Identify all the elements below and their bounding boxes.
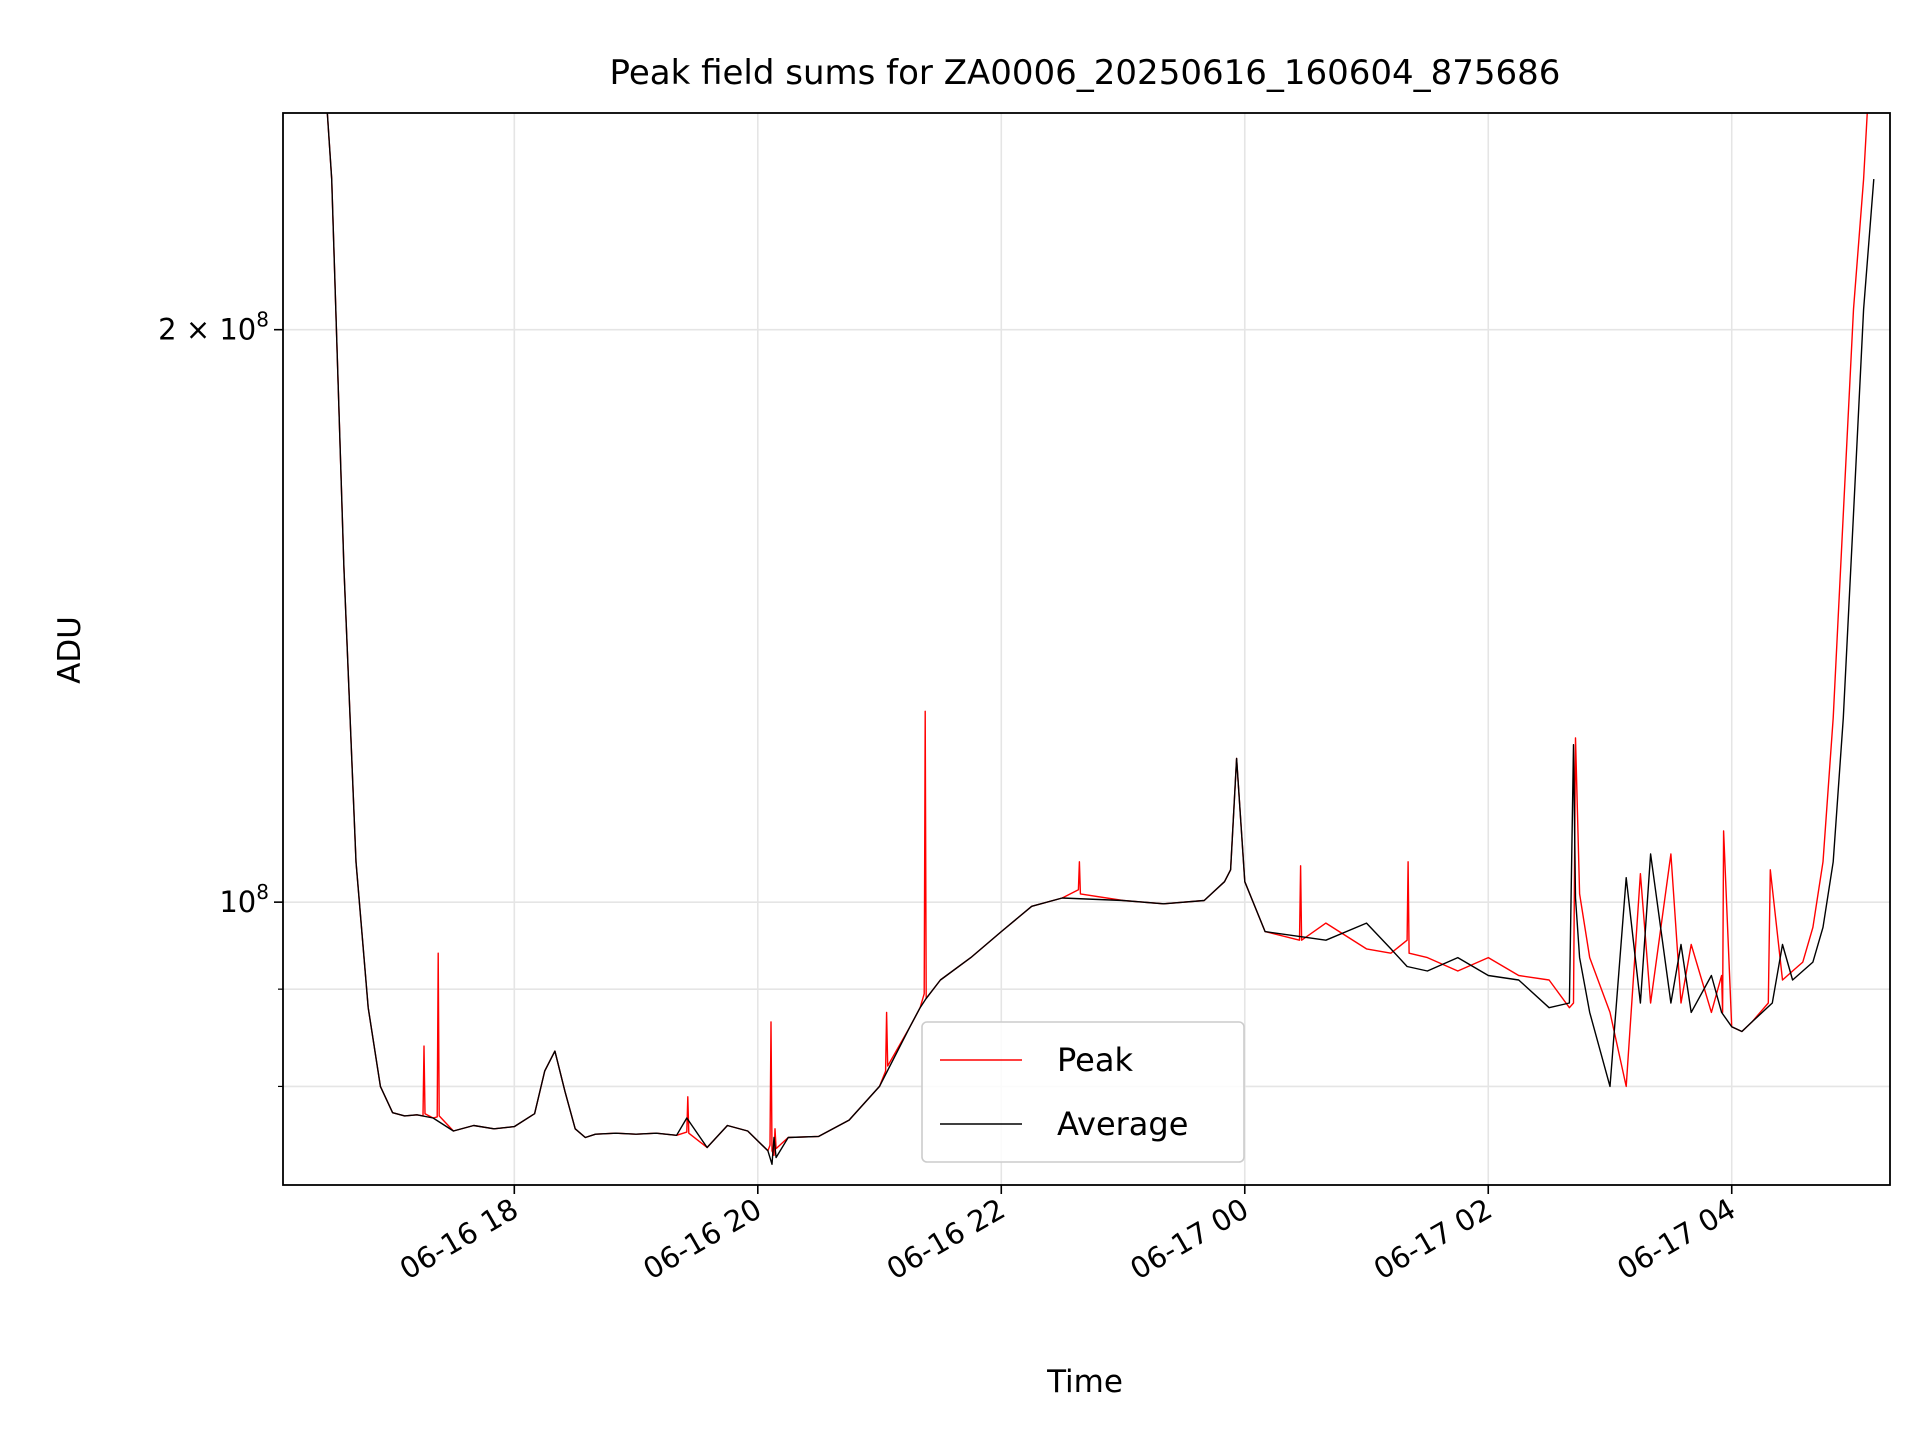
y-tick-label: 108 [219, 880, 269, 919]
legend: Peak Average [921, 1021, 1245, 1163]
grid-layer [283, 113, 1890, 1185]
series-line-average [326, 113, 1875, 1166]
y-tick-label: 2 × 108 [158, 308, 269, 347]
legend-label-peak: Peak [1057, 1041, 1133, 1079]
y-axis-label: ADU [52, 616, 88, 684]
series-layer [326, 113, 1875, 1166]
plot-frame [282, 112, 1891, 1186]
legend-box [921, 1021, 1245, 1163]
x-axis-label: Time [1046, 1364, 1123, 1400]
chart-title: Peak field sums for ZA0006_20250616_1606… [610, 53, 1561, 93]
legend-label-average: Average [1057, 1105, 1188, 1143]
